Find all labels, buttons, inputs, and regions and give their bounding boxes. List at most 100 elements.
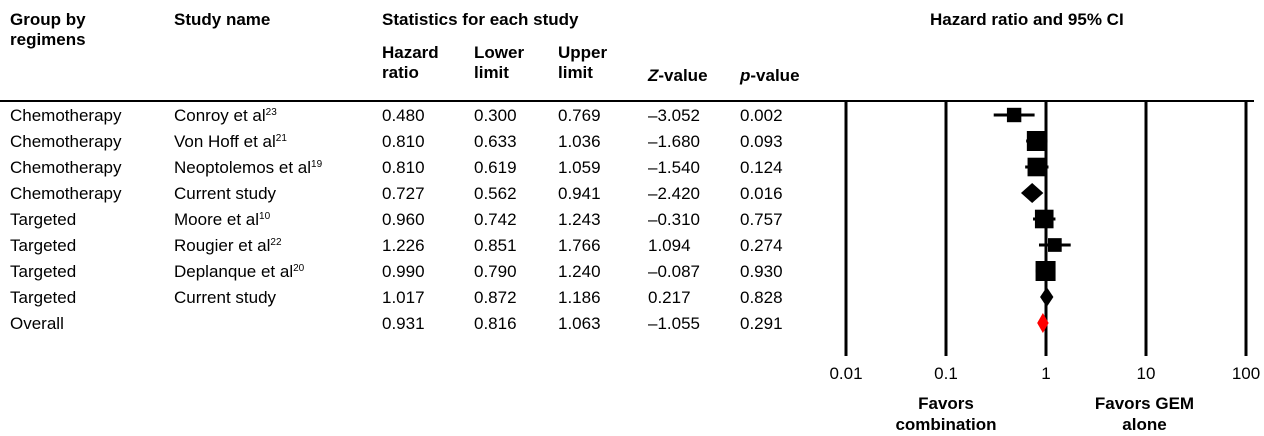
cell-upper-limit: 1.240 bbox=[558, 262, 601, 282]
cell-study: Deplanque et al20 bbox=[174, 262, 304, 282]
cell-lower-limit: 0.619 bbox=[474, 158, 517, 178]
cell-z-value-text: –2.420 bbox=[648, 184, 700, 203]
point-square-marker bbox=[1026, 131, 1047, 151]
point-diamond-marker bbox=[1040, 287, 1054, 307]
cell-p-value-text: 0.274 bbox=[740, 236, 783, 255]
cell-lower-limit: 0.633 bbox=[474, 132, 517, 152]
point-square-marker bbox=[1034, 209, 1054, 229]
cell-upper-limit-text: 1.036 bbox=[558, 132, 601, 151]
cell-study: Neoptolemos et al19 bbox=[174, 158, 322, 178]
cell-hazard-ratio-text: 0.931 bbox=[382, 314, 425, 333]
cell-p-value-text: 0.093 bbox=[740, 132, 783, 151]
cell-hazard-ratio-text: 0.810 bbox=[382, 132, 425, 151]
cell-z-value-text: –1.055 bbox=[648, 314, 700, 333]
cell-upper-limit-text: 0.769 bbox=[558, 106, 601, 125]
cell-group-text: Chemotherapy bbox=[10, 132, 122, 151]
cell-p-value-text: 0.828 bbox=[740, 288, 783, 307]
cell-upper-limit: 0.769 bbox=[558, 106, 601, 126]
cell-p-value: 0.828 bbox=[740, 288, 783, 308]
favors-gem-label: Favors GEM alone bbox=[1094, 394, 1195, 434]
cell-upper-limit-text: 1.063 bbox=[558, 314, 601, 333]
cell-hazard-ratio: 0.810 bbox=[382, 158, 425, 178]
cell-z-value: –1.680 bbox=[648, 132, 700, 152]
header-z-italic: Z bbox=[648, 66, 659, 85]
cell-lower-limit-text: 0.816 bbox=[474, 314, 517, 333]
cell-lower-limit: 0.790 bbox=[474, 262, 517, 282]
cell-group: Chemotherapy bbox=[10, 132, 122, 152]
header-upper-limit: Upper limit bbox=[558, 43, 608, 82]
cell-lower-limit: 0.851 bbox=[474, 236, 517, 256]
cell-upper-limit: 0.941 bbox=[558, 184, 601, 204]
cell-p-value: 0.002 bbox=[740, 106, 783, 126]
cell-p-value: 0.930 bbox=[740, 262, 783, 282]
cell-z-value: –0.087 bbox=[648, 262, 700, 282]
cell-upper-limit-text: 0.941 bbox=[558, 184, 601, 203]
header-p-suffix: -value bbox=[750, 66, 800, 85]
cell-upper-limit: 1.766 bbox=[558, 236, 601, 256]
point-square-marker bbox=[1047, 238, 1062, 252]
cell-study-text: Neoptolemos et al bbox=[174, 158, 312, 177]
cell-study: Current study bbox=[174, 288, 276, 308]
cell-p-value: 0.757 bbox=[740, 210, 783, 230]
cell-hazard-ratio-text: 1.017 bbox=[382, 288, 425, 307]
cell-p-value-text: 0.757 bbox=[740, 210, 783, 229]
cell-z-value-text: –1.680 bbox=[648, 132, 700, 151]
cell-group-text: Targeted bbox=[10, 210, 77, 229]
header-p-value: p-value bbox=[740, 66, 800, 86]
cell-lower-limit-text: 0.562 bbox=[474, 184, 517, 203]
cell-upper-limit: 1.036 bbox=[558, 132, 601, 152]
cell-lower-limit-text: 0.300 bbox=[474, 106, 517, 125]
x-tick-label: 0.01 bbox=[829, 364, 862, 383]
cell-lower-limit: 0.742 bbox=[474, 210, 517, 230]
cell-p-value-text: 0.291 bbox=[740, 314, 783, 333]
cell-study-text: Rougier et al bbox=[174, 236, 271, 255]
cell-lower-limit-text: 0.619 bbox=[474, 158, 517, 177]
cell-study: Moore et al10 bbox=[174, 210, 270, 230]
header-z-value: Z-value bbox=[648, 66, 708, 86]
header-z-suffix: -value bbox=[658, 66, 708, 85]
cell-lower-limit-text: 0.790 bbox=[474, 262, 517, 281]
cell-group-text: Chemotherapy bbox=[10, 158, 122, 177]
cell-study-text: Conroy et al bbox=[174, 106, 266, 125]
cell-hazard-ratio: 1.226 bbox=[382, 236, 425, 256]
cell-z-value-text: 0.217 bbox=[648, 288, 691, 307]
cell-study-text: Moore et al bbox=[174, 210, 260, 229]
header-rule bbox=[0, 100, 1254, 102]
reference-superscript: 20 bbox=[293, 263, 305, 274]
cell-upper-limit-text: 1.186 bbox=[558, 288, 601, 307]
favors-combination-label: Favors combination bbox=[895, 394, 997, 434]
x-tick-label: 1 bbox=[1041, 364, 1050, 383]
cell-lower-limit-text: 0.633 bbox=[474, 132, 517, 151]
cell-p-value-text: 0.016 bbox=[740, 184, 783, 203]
reference-superscript: 21 bbox=[275, 133, 287, 144]
cell-group-text: Chemotherapy bbox=[10, 106, 122, 125]
cell-group: Chemotherapy bbox=[10, 184, 122, 204]
cell-upper-limit-text: 1.059 bbox=[558, 158, 601, 177]
cell-p-value-text: 0.002 bbox=[740, 106, 783, 125]
cell-lower-limit-text: 0.742 bbox=[474, 210, 517, 229]
cell-upper-limit: 1.063 bbox=[558, 314, 601, 334]
cell-p-value: 0.124 bbox=[740, 158, 783, 178]
reference-superscript: 19 bbox=[311, 159, 323, 170]
cell-p-value: 0.274 bbox=[740, 236, 783, 256]
cell-upper-limit-text: 1.243 bbox=[558, 210, 601, 229]
cell-hazard-ratio-text: 1.226 bbox=[382, 236, 425, 255]
x-tick-label: 10 bbox=[1137, 364, 1156, 383]
cell-group: Chemotherapy bbox=[10, 106, 122, 126]
cell-upper-limit-text: 1.766 bbox=[558, 236, 601, 255]
reference-superscript: 22 bbox=[270, 237, 282, 248]
cell-upper-limit-text: 1.240 bbox=[558, 262, 601, 281]
cell-hazard-ratio: 0.480 bbox=[382, 106, 425, 126]
cell-lower-limit-text: 0.872 bbox=[474, 288, 517, 307]
cell-p-value-text: 0.930 bbox=[740, 262, 783, 281]
cell-z-value-text: –0.087 bbox=[648, 262, 700, 281]
cell-lower-limit: 0.872 bbox=[474, 288, 517, 308]
cell-study-text: Von Hoff et al bbox=[174, 132, 276, 151]
cell-group-text: Chemotherapy bbox=[10, 184, 122, 203]
x-tick-label: 100 bbox=[1232, 364, 1260, 383]
point-diamond-marker bbox=[1020, 183, 1044, 203]
header-group: Group by regimens bbox=[10, 10, 86, 49]
cell-hazard-ratio: 0.990 bbox=[382, 262, 425, 282]
cell-hazard-ratio: 0.960 bbox=[382, 210, 425, 230]
